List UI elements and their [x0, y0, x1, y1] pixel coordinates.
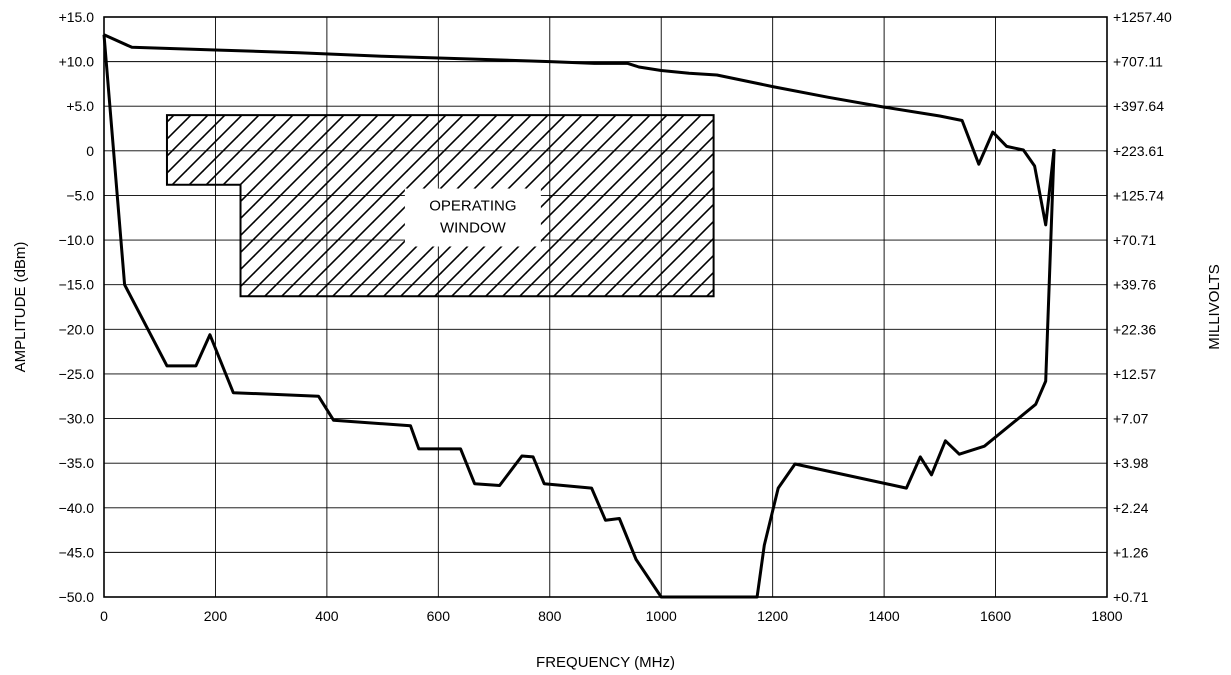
x-tick-label: 1600 — [980, 608, 1011, 624]
y-tick-label: −50.0 — [59, 589, 95, 605]
y2-tick-label: +125.74 — [1113, 187, 1164, 203]
y2-tick-label: +3.98 — [1113, 455, 1149, 471]
plot-frame — [103, 16, 1108, 598]
y2-tick-label: +12.57 — [1113, 366, 1156, 382]
y-tick-label: +15.0 — [59, 9, 95, 25]
y-axis-title: AMPLITUDE (dBm) — [12, 242, 29, 373]
grid — [103, 16, 1108, 598]
x-tick-label: 0 — [100, 608, 108, 624]
y-tick-label: +5.0 — [66, 98, 94, 114]
y2-tick-label: +7.07 — [1113, 411, 1149, 427]
y-tick-label: +10.0 — [59, 54, 95, 70]
x-tick-label: 1000 — [646, 608, 677, 624]
operating-window-region: OPERATING WINDOW — [165, 114, 715, 298]
y-tick-label: −25.0 — [59, 366, 95, 382]
x-axis-title: FREQUENCY (MHz) — [536, 654, 675, 671]
y-tick-label: −45.0 — [59, 544, 95, 560]
x-tick-label: 1200 — [757, 608, 788, 624]
y2-tick-label: +2.24 — [1113, 500, 1149, 516]
x-tick-label: 200 — [204, 608, 228, 624]
x-tick-label: 1800 — [1091, 608, 1122, 624]
y-tick-label: −20.0 — [59, 321, 95, 337]
y2-tick-label: +1257.40 — [1113, 9, 1172, 25]
y2-tick-labels: +1257.40 +707.11 +397.64 +223.61 +125.74 +70.… — [1113, 9, 1172, 605]
series-lines — [102, 33, 1056, 599]
y2-axis-title: MILLIVOLTS — [1206, 264, 1223, 350]
y-tick-label: −5.0 — [66, 187, 94, 203]
y-tick-label: −30.0 — [59, 411, 95, 427]
y-tick-label: −40.0 — [59, 500, 95, 516]
lower-limit-line — [102, 34, 1056, 599]
x-tick-label: 400 — [315, 608, 339, 624]
x-tick-label: 1400 — [869, 608, 900, 624]
y-tick-label: −10.0 — [59, 232, 95, 248]
operating-window-label: WINDOW — [440, 220, 507, 237]
y2-tick-label: +0.71 — [1113, 589, 1149, 605]
x-tick-label: 600 — [427, 608, 451, 624]
y2-tick-label: +39.76 — [1113, 277, 1156, 293]
operating-window-label: OPERATING — [429, 198, 516, 215]
x-tick-labels: 0 200 400 600 800 1000 1200 1400 1600 1800 — [100, 608, 1123, 624]
x-tick-label: 800 — [538, 608, 562, 624]
y2-tick-label: +397.64 — [1113, 98, 1164, 114]
y2-tick-label: +223.61 — [1113, 143, 1164, 159]
y2-tick-label: +22.36 — [1113, 321, 1156, 337]
y-tick-label: −35.0 — [59, 455, 95, 471]
y2-tick-label: +1.26 — [1113, 544, 1149, 560]
y2-tick-label: +707.11 — [1113, 54, 1163, 70]
y-tick-label: −15.0 — [59, 277, 95, 293]
y2-tick-label: +70.71 — [1113, 232, 1156, 248]
upper-limit-line — [103, 33, 1056, 227]
y-tick-label: 0 — [86, 143, 94, 159]
operating-window-label-box — [404, 188, 541, 247]
y-tick-labels: +15.0 +10.0 +5.0 0 −5.0 −10.0 −15.0 −20.0 −25.0 −… — [59, 9, 95, 605]
